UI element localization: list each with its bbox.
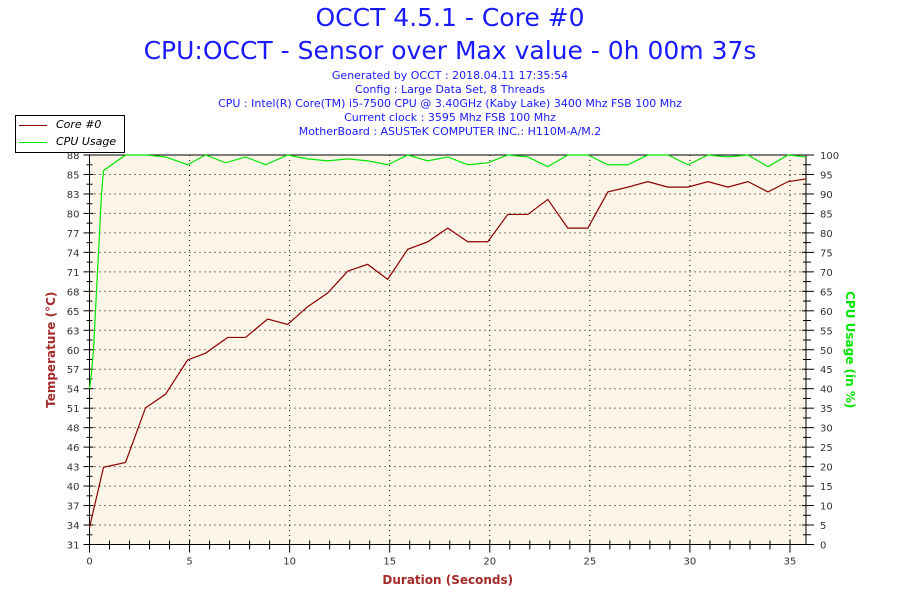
y-tick-label-left: 54: [67, 385, 80, 396]
y-tick-label-right: 90: [820, 190, 833, 201]
y-tick-label-left: 83: [67, 190, 80, 201]
y-tick-label-right: 10: [820, 502, 833, 513]
x-tick-label: 20: [483, 557, 496, 568]
series-line-cpu-usage: [88, 154, 807, 389]
y-tick-label-right: 95: [820, 170, 833, 181]
y-tick-label-right: 30: [820, 424, 833, 435]
legend-label-core0: Core #0: [56, 118, 102, 131]
y-tick-label-left: 43: [67, 463, 80, 474]
y-tick-label-left: 85: [67, 170, 80, 181]
y-tick-label-right: 75: [820, 248, 833, 259]
chart-title: OCCT 4.5.1 - Core #0: [315, 3, 585, 32]
info-clock: Current clock : 3595 Mhz FSB 100 Mhz: [344, 111, 556, 124]
x-tick-label: 30: [684, 557, 697, 568]
series-line-core0: [88, 178, 807, 528]
y-tick-label-right: 45: [820, 365, 833, 376]
y-tick-label-left: 40: [67, 482, 80, 493]
info-motherboard: MotherBoard : ASUSTeK COMPUTER INC.: H11…: [298, 125, 602, 138]
y-tick-label-left: 57: [67, 365, 80, 376]
x-tick-label: 5: [186, 557, 192, 568]
y-tick-label-right: 15: [820, 482, 833, 493]
info-config: Config : Large Data Set, 8 Threads: [355, 83, 545, 96]
legend-swatch-cpu-usage: [19, 142, 47, 143]
y-axis-label-right: CPU Usage (in %): [843, 291, 857, 408]
y-tick-label-left: 80: [67, 209, 80, 220]
y-tick-label-left: 88: [67, 151, 80, 162]
y-tick-label-right: 55: [820, 326, 833, 337]
y-tick-label-left: 46: [67, 443, 80, 454]
y-tick-label-left: 51: [67, 404, 80, 415]
y-tick-label-left: 74: [67, 248, 80, 259]
x-tick-label: 0: [86, 557, 92, 568]
y-tick-label-right: 50: [820, 346, 833, 357]
y-tick-label-right: 35: [820, 404, 833, 415]
legend: Core #0 CPU Usage: [15, 115, 125, 153]
y-tick-label-right: 25: [820, 443, 833, 454]
y-axis-label-left: Temperature (°C): [44, 292, 58, 408]
y-tick-label-left: 48: [67, 424, 80, 435]
y-tick-label-right: 100: [820, 151, 839, 162]
y-tick-label-left: 60: [67, 346, 80, 357]
y-tick-label-right: 5: [820, 521, 826, 532]
y-tick-label-left: 63: [67, 326, 80, 337]
y-tick-label-right: 60: [820, 307, 833, 318]
y-tick-label-right: 70: [820, 268, 833, 279]
y-tick-label-right: 85: [820, 209, 833, 220]
x-tick-label: 15: [383, 557, 396, 568]
x-axis-label: Duration (Seconds): [382, 573, 513, 587]
y-tick-label-left: 34: [67, 521, 80, 532]
y-tick-label-left: 31: [67, 541, 80, 552]
chart-subtitle: CPU:OCCT - Sensor over Max value - 0h 00…: [143, 36, 757, 65]
legend-swatch-core0: [19, 125, 47, 126]
x-tick-label: 25: [583, 557, 596, 568]
y-tick-label-left: 77: [67, 229, 80, 240]
y-tick-label-left: 65: [67, 307, 80, 318]
y-tick-label-right: 80: [820, 229, 833, 240]
y-tick-label-left: 68: [67, 287, 80, 298]
y-tick-label-left: 71: [67, 268, 80, 279]
y-tick-label-left: 37: [67, 502, 80, 513]
legend-label-cpu-usage: CPU Usage: [56, 135, 117, 148]
y-tick-label-right: 20: [820, 463, 833, 474]
y-tick-label-right: 65: [820, 287, 833, 298]
y-tick-label-right: 40: [820, 385, 833, 396]
plot-background: [89, 155, 806, 545]
y-tick-label-right: 0: [820, 541, 826, 552]
info-cpu: CPU : Intel(R) Core(TM) i5-7500 CPU @ 3.…: [218, 97, 682, 110]
info-generated: Generated by OCCT : 2018.04.11 17:35:54: [331, 69, 569, 82]
x-tick-label: 10: [283, 557, 296, 568]
x-tick-label: 35: [784, 557, 797, 568]
